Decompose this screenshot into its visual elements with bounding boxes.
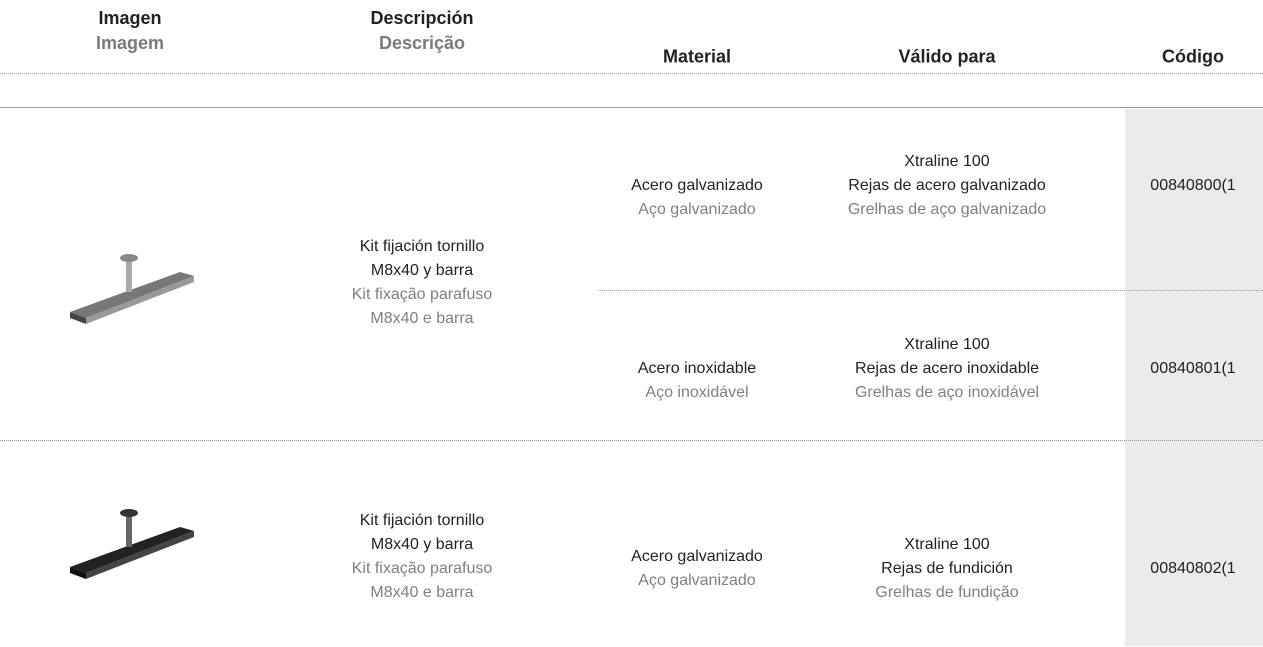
text: Aço inoxidável (645, 384, 749, 401)
material: Acero inoxidable Aço inoxidável (638, 357, 756, 405)
header-es: Imagen (98, 8, 162, 28)
material: Acero galvanizado Aço galvanizado (631, 545, 763, 593)
text: Xtraline 100 (904, 336, 990, 353)
code: 00840802(1 (1150, 560, 1236, 577)
description: Kit fijación tornillo M8x40 y barra Kit f… (352, 235, 493, 331)
header-pt: Imagem (95, 33, 165, 53)
code: 00840800(1 (1150, 177, 1236, 194)
text: Xtraline 100 (904, 536, 990, 553)
text: M8x40 e barra (370, 584, 474, 601)
header-cell: Válido para (898, 46, 996, 67)
text: Rejas de acero inoxidable (854, 360, 1040, 377)
text: Grelhas de aço inoxidável (854, 384, 1040, 401)
valid-for: Xtraline 100 Rejas de fundición Grelhas de… (875, 533, 1018, 605)
text: Kit fixação parafuso (351, 286, 493, 303)
header-cell: Imagen Imagem (96, 6, 164, 56)
header-pt: Descrição (378, 33, 466, 53)
text: Acero galvanizado (631, 177, 763, 194)
header-es: Descripción (370, 8, 474, 28)
text: Grelhas de fundição (875, 584, 1019, 601)
row-divider (598, 290, 1263, 291)
product-image (70, 509, 194, 579)
row-divider (0, 440, 1263, 441)
text: Acero inoxidable (637, 360, 757, 377)
code-column-bg (1125, 109, 1263, 646)
product-image (70, 254, 194, 324)
description: Kit fijación tornillo M8x40 y barra Kit f… (352, 509, 493, 605)
header-cell: Código (1162, 46, 1224, 67)
material: Acero galvanizado Aço galvanizado (631, 174, 763, 222)
text: Kit fijación tornillo (359, 238, 485, 255)
text: M8x40 y barra (370, 262, 474, 279)
header-cell: Descripción Descrição (370, 6, 473, 56)
text: Acero galvanizado (631, 548, 763, 565)
text: Xtraline 100 (904, 153, 990, 170)
code: 00840801(1 (1150, 360, 1236, 377)
text: Aço galvanizado (638, 201, 756, 218)
text: Aço galvanizado (638, 572, 756, 589)
text: M8x40 y barra (370, 536, 474, 553)
text: Kit fixação parafuso (351, 560, 493, 577)
text: M8x40 e barra (370, 310, 474, 327)
text: Grelhas de aço galvanizado (847, 201, 1047, 218)
table-top-line (0, 107, 1263, 108)
header-cell: Material (662, 46, 732, 67)
text: Rejas de acero galvanizado (848, 177, 1046, 194)
valid-for: Xtraline 100 Rejas de acero inoxidable Gre… (855, 333, 1039, 405)
header-divider (0, 73, 1263, 74)
text: Kit fijación tornillo (359, 512, 485, 529)
valid-for: Xtraline 100 Rejas de acero galvanizado Gr… (848, 150, 1046, 222)
text: Rejas de fundición (881, 560, 1013, 577)
